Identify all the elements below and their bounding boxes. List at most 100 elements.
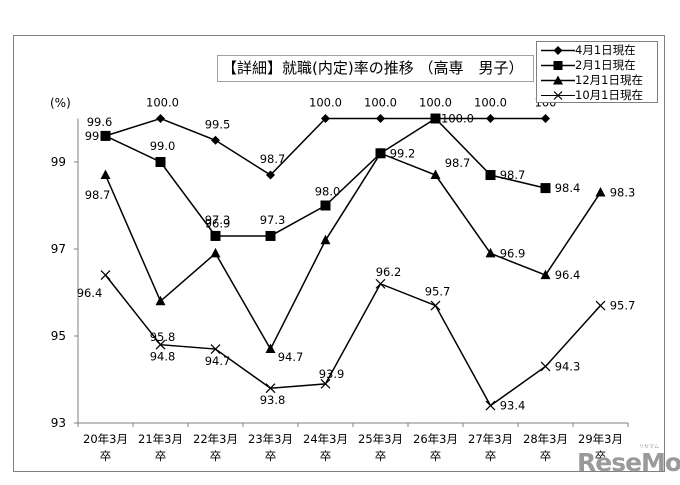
data-label: 93.8 [260, 393, 286, 407]
data-label: 93.4 [500, 399, 526, 413]
chart-frame [13, 35, 665, 472]
legend-item-oct: 10月1日現在 [537, 88, 657, 103]
data-label: 96.4 [77, 286, 103, 300]
triangle-marker-icon [485, 247, 496, 258]
data-label: 99.6 [87, 115, 113, 129]
data-label: 98.4 [555, 181, 581, 195]
x-category-label: 卒 [210, 449, 222, 463]
diamond-marker-icon [266, 170, 275, 180]
square-marker-icon [210, 230, 221, 241]
square-marker-icon [541, 61, 575, 70]
data-label: 96.2 [376, 265, 402, 279]
data-label: 98.7 [500, 168, 526, 182]
chart-title: 【詳細】就職(内定)率の推移 （高専 男子） [222, 59, 524, 77]
x-category-label: 27年3月 [468, 432, 513, 446]
triangle-marker-icon [375, 147, 386, 158]
x-category-label: 29年3月 [578, 432, 623, 446]
square-marker-icon [100, 130, 111, 141]
data-label: 100.0 [419, 96, 452, 110]
triangle-marker-icon [100, 169, 111, 180]
data-label: 100.0 [309, 96, 342, 110]
data-label: 93.9 [319, 367, 345, 381]
data-label: 97.3 [205, 213, 231, 227]
triangle-marker-icon [155, 295, 166, 306]
data-label: 94.7 [278, 350, 304, 364]
x-category-label: 卒 [155, 449, 167, 463]
x-marker-icon [595, 300, 606, 311]
square-marker-icon [540, 183, 551, 194]
square-marker-icon [320, 200, 331, 211]
legend-item-feb: 2月1日現在 [537, 58, 657, 73]
square-marker-icon [155, 157, 166, 167]
data-label: 96.9 [500, 246, 526, 260]
chart-title-box: 【詳細】就職(内定)率の推移 （高専 男子） [217, 55, 534, 82]
x-category-label: 卒 [100, 449, 112, 463]
x-category-label: 25年3月 [358, 432, 403, 446]
y-tick-label: 99 [51, 155, 66, 169]
y-tick-label: 93 [51, 416, 66, 430]
data-label: 98.3 [610, 185, 636, 199]
square-marker-icon [485, 170, 496, 181]
x-category-label: 卒 [430, 449, 442, 463]
square-marker-icon [265, 230, 276, 241]
x-marker-icon [485, 400, 496, 411]
diamond-marker-icon [541, 114, 550, 123]
watermark-logo: ReseMom [577, 448, 680, 477]
x-category-label: 24年3月 [303, 432, 348, 446]
triangle-marker-icon [210, 247, 221, 258]
data-label: 100.0 [474, 96, 507, 110]
legend-label: 10月1日現在 [575, 88, 643, 102]
data-label: 94.8 [150, 350, 176, 364]
data-label: 95.7 [425, 285, 451, 299]
x-category-label: 21年3月 [138, 432, 183, 446]
y-unit-label: (%) [50, 96, 71, 110]
triangle-marker-icon [430, 169, 441, 180]
x-category-label: 卒 [540, 449, 552, 463]
diamond-marker-icon [156, 114, 165, 123]
triangle-marker-icon [265, 343, 276, 354]
legend: 4月1日現在 2月1日現在 12月1日現在 10月1日現在 [536, 41, 658, 103]
data-label: 96.9 [205, 216, 231, 230]
triangle-marker-icon [541, 75, 575, 85]
x-marker-icon [375, 278, 386, 289]
data-label: 99.6 [85, 129, 111, 143]
series-line-feb [105, 117, 546, 237]
x-category-label: 卒 [265, 449, 277, 463]
legend-item-apr: 4月1日現在 [537, 43, 657, 58]
y-tick-label: 97 [51, 242, 66, 256]
x-marker-icon [155, 339, 166, 350]
data-label: 95.7 [610, 299, 636, 313]
x-marker-icon [210, 344, 221, 354]
legend-label: 2月1日現在 [575, 58, 636, 72]
x-category-label: 卒 [595, 449, 607, 463]
legend-label: 4月1日現在 [575, 43, 636, 57]
x-category-label: 卒 [375, 449, 387, 463]
y-tick-label: 95 [51, 329, 66, 343]
x-category-label: 26年3月 [413, 432, 458, 446]
triangle-marker-icon [540, 269, 551, 280]
data-label: 96.4 [555, 268, 581, 282]
data-label: 98.7 [445, 156, 471, 170]
data-label: 100.0 [441, 112, 474, 126]
data-label: 94.7 [205, 354, 231, 368]
data-label: 99.2 [390, 146, 416, 160]
diamond-marker-icon [321, 114, 330, 123]
x-marker-icon [540, 361, 551, 372]
data-label: 100.0 [364, 96, 397, 110]
data-label: 98.7 [85, 188, 111, 202]
x-marker-icon [320, 378, 331, 389]
series-line-oct [104, 274, 602, 407]
data-label: 94.3 [555, 359, 581, 373]
x-category-label: 20年3月 [83, 432, 128, 446]
legend-label: 12月1日現在 [575, 73, 643, 87]
data-label: 100.0 [146, 96, 179, 110]
data-label: 99.5 [205, 117, 231, 131]
x-marker-icon [265, 383, 276, 394]
x-category-label: 卒 [320, 449, 332, 463]
series-line-dec [104, 152, 602, 351]
data-label: 97.3 [260, 213, 286, 227]
x-marker-icon [541, 91, 575, 100]
triangle-marker-icon [595, 186, 606, 197]
data-label: 98.7 [260, 152, 286, 166]
